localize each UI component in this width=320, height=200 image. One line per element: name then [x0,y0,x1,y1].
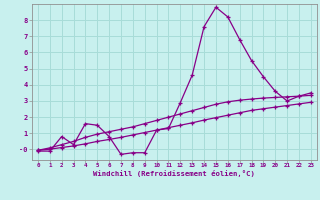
X-axis label: Windchill (Refroidissement éolien,°C): Windchill (Refroidissement éolien,°C) [93,170,255,177]
